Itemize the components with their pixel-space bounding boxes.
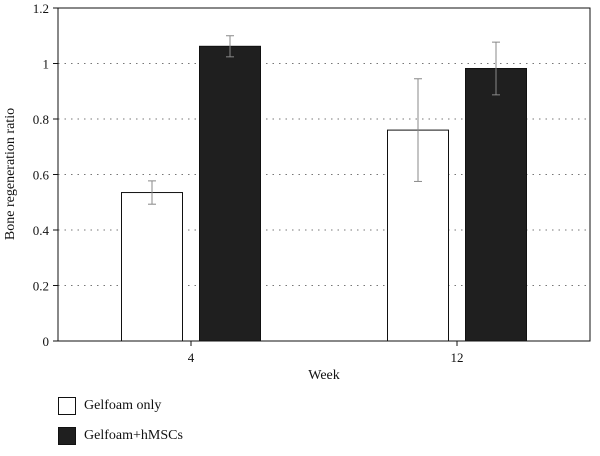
y-tick-label: 0.8	[33, 112, 49, 127]
y-tick-label: 0.6	[33, 168, 50, 183]
x-tick-label: 4	[188, 350, 195, 365]
legend: Gelfoam only Gelfoam+hMSCs	[58, 396, 183, 456]
y-axis-label: Bone regeneration ratio	[3, 108, 18, 240]
bar-gelfoam-hmscs-week-4	[199, 45, 261, 342]
legend-item-gelfoam-hmscs: Gelfoam+hMSCs	[58, 426, 183, 446]
y-tick-label: 0	[43, 334, 50, 349]
y-tick-label: 1.2	[33, 1, 49, 16]
x-axis-ticks: 4 12	[188, 341, 464, 365]
y-tick-label: 0.2	[33, 279, 49, 294]
y-axis-ticks: 0 0.2 0.4 0.6 0.8 1 1.2	[33, 1, 58, 349]
x-tick-label: 12	[451, 350, 464, 365]
bar-gelfoam-only-week-4	[121, 192, 183, 342]
legend-label: Gelfoam only	[84, 398, 162, 413]
y-tick-label: 0.4	[33, 223, 50, 238]
bars	[121, 35, 527, 342]
bar-gelfoam-hmscs-week-12	[465, 67, 527, 342]
legend-label: Gelfoam+hMSCs	[84, 428, 183, 443]
legend-swatch	[58, 397, 76, 415]
legend-item-gelfoam-only: Gelfoam only	[58, 396, 183, 416]
x-axis-label: Week	[308, 368, 340, 383]
legend-swatch	[58, 427, 76, 445]
y-tick-label: 1	[43, 57, 50, 72]
